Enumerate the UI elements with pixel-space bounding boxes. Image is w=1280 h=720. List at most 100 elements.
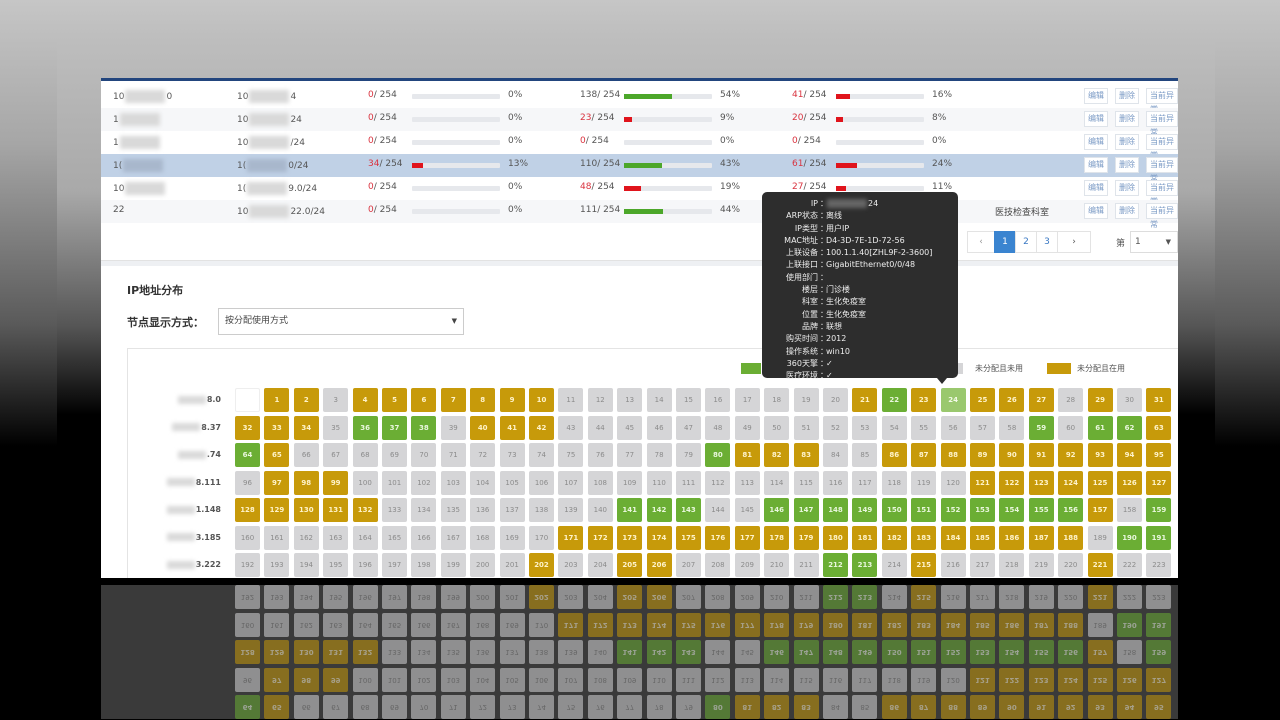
ip-cell[interactable]: 218 [999, 553, 1025, 577]
ip-cell[interactable]: 118 [881, 470, 907, 495]
ip-cell[interactable]: 193 [264, 553, 290, 577]
ip-cell[interactable]: 52 [823, 415, 848, 440]
table-row[interactable]: 10 1(9.0/24 0/ 254 0% 48/ 254 19% 27/ 254 11% 编辑… [101, 177, 1178, 206]
ip-cell[interactable]: 23 [911, 388, 937, 412]
ip-cell[interactable]: 59 [1028, 415, 1054, 440]
ip-cell[interactable]: 122 [999, 470, 1025, 495]
ip-cell[interactable]: 53 [852, 415, 878, 440]
edit-button[interactable]: 编辑 [1084, 134, 1108, 150]
ip-cell[interactable]: 82 [764, 443, 790, 467]
current-abnormal-button[interactable]: 当前异常 [1146, 134, 1178, 160]
ip-cell[interactable]: 79 [676, 443, 701, 467]
ip-cell[interactable]: 11 [558, 388, 584, 412]
ip-cell[interactable]: 192 [235, 553, 260, 577]
ip-cell[interactable]: 150 [881, 498, 907, 522]
ip-cell[interactable]: 141 [617, 498, 643, 522]
ip-cell[interactable]: 179 [793, 525, 819, 550]
ip-cell[interactable]: 160 [235, 525, 260, 550]
ip-cell[interactable]: 145 [734, 498, 760, 522]
ip-cell[interactable]: 70 [411, 443, 437, 467]
ip-cell[interactable]: 173 [617, 525, 643, 550]
page-1-button[interactable]: 1 [994, 231, 1016, 253]
ip-cell[interactable]: 75 [558, 443, 584, 467]
ip-cell[interactable]: 177 [734, 525, 760, 550]
ip-cell[interactable]: 187 [1028, 525, 1054, 550]
ip-cell[interactable]: 135 [440, 498, 466, 522]
ip-cell[interactable]: 151 [911, 498, 937, 522]
ip-cell[interactable]: 119 [911, 470, 937, 495]
ip-cell[interactable]: 190 [1117, 525, 1142, 550]
ip-cell[interactable]: 99 [323, 470, 349, 495]
ip-cell[interactable]: 178 [764, 525, 790, 550]
ip-cell[interactable]: 22 [881, 388, 907, 412]
ip-cell[interactable]: 77 [617, 443, 643, 467]
ip-cell[interactable]: 188 [1058, 525, 1084, 550]
ip-cell[interactable]: 136 [470, 498, 496, 522]
ip-cell[interactable]: 64 [235, 443, 260, 467]
edit-button[interactable]: 编辑 [1084, 180, 1108, 196]
ip-cell[interactable]: 205 [617, 553, 643, 577]
ip-cell[interactable]: 138 [529, 498, 554, 522]
ip-cell[interactable]: 153 [970, 498, 995, 522]
ip-cell[interactable]: 85 [852, 443, 878, 467]
delete-button[interactable]: 删除 [1115, 134, 1139, 150]
ip-cell[interactable]: 96 [235, 470, 260, 495]
ip-cell[interactable]: 50 [764, 415, 790, 440]
ip-cell[interactable]: 132 [352, 498, 378, 522]
ip-cell[interactable]: 220 [1058, 553, 1084, 577]
ip-cell[interactable]: 169 [499, 525, 525, 550]
ip-cell[interactable]: 60 [1058, 415, 1084, 440]
ip-cell[interactable]: 212 [823, 553, 848, 577]
ip-cell[interactable]: 62 [1117, 415, 1142, 440]
ip-cell[interactable]: 131 [323, 498, 349, 522]
ip-cell[interactable]: 208 [705, 553, 731, 577]
ip-cell[interactable]: 39 [440, 415, 466, 440]
ip-cell[interactable]: 31 [1146, 388, 1172, 412]
ip-cell[interactable]: 114 [764, 470, 790, 495]
ip-cell[interactable]: 4 [352, 388, 378, 412]
ip-cell[interactable]: 92 [1058, 443, 1084, 467]
ip-cell[interactable]: 197 [382, 553, 407, 577]
ip-cell[interactable]: 171 [558, 525, 584, 550]
ip-cell[interactable]: 130 [293, 498, 319, 522]
ip-cell[interactable]: 133 [382, 498, 407, 522]
ip-cell[interactable] [235, 388, 260, 412]
ip-cell[interactable]: 113 [734, 470, 760, 495]
ip-cell[interactable]: 182 [881, 525, 907, 550]
ip-cell[interactable]: 43 [558, 415, 584, 440]
edit-button[interactable]: 编辑 [1084, 157, 1108, 173]
ip-cell[interactable]: 61 [1087, 415, 1113, 440]
ip-cell[interactable]: 38 [411, 415, 437, 440]
ip-cell[interactable]: 206 [646, 553, 672, 577]
ip-cell[interactable]: 21 [852, 388, 878, 412]
ip-cell[interactable]: 71 [440, 443, 466, 467]
ip-cell[interactable]: 152 [940, 498, 966, 522]
ip-cell[interactable]: 37 [382, 415, 407, 440]
ip-cell[interactable]: 104 [470, 470, 496, 495]
ip-cell[interactable]: 18 [764, 388, 790, 412]
ip-cell[interactable]: 40 [470, 415, 496, 440]
ip-cell[interactable]: 105 [499, 470, 525, 495]
ip-cell[interactable]: 221 [1087, 553, 1113, 577]
ip-cell[interactable]: 163 [323, 525, 349, 550]
ip-cell[interactable]: 98 [293, 470, 319, 495]
ip-cell[interactable]: 112 [705, 470, 731, 495]
ip-cell[interactable]: 45 [617, 415, 643, 440]
edit-button[interactable]: 编辑 [1084, 88, 1108, 104]
delete-button[interactable]: 删除 [1115, 88, 1139, 104]
table-row[interactable]: 1(1(0/24 34/ 254 13% 110/ 254 43% 61/ 254 24% 编… [101, 154, 1178, 183]
table-row[interactable]: 22 10 22.0/24 0/ 254 0% 111/ 254 44% 医技检查科室 编辑 删除… [101, 200, 1178, 229]
ip-cell[interactable]: 158 [1117, 498, 1142, 522]
current-abnormal-button[interactable]: 当前异常 [1146, 111, 1178, 137]
ip-cell[interactable]: 57 [970, 415, 995, 440]
ip-cell[interactable]: 89 [970, 443, 995, 467]
ip-cell[interactable]: 204 [587, 553, 613, 577]
ip-cell[interactable]: 102 [411, 470, 437, 495]
ip-cell[interactable]: 8 [470, 388, 496, 412]
ip-cell[interactable]: 139 [558, 498, 584, 522]
ip-cell[interactable]: 168 [470, 525, 496, 550]
prev-page-button[interactable]: ‹ [967, 231, 995, 253]
ip-cell[interactable]: 159 [1146, 498, 1172, 522]
ip-cell[interactable]: 73 [499, 443, 525, 467]
ip-cell[interactable]: 103 [440, 470, 466, 495]
